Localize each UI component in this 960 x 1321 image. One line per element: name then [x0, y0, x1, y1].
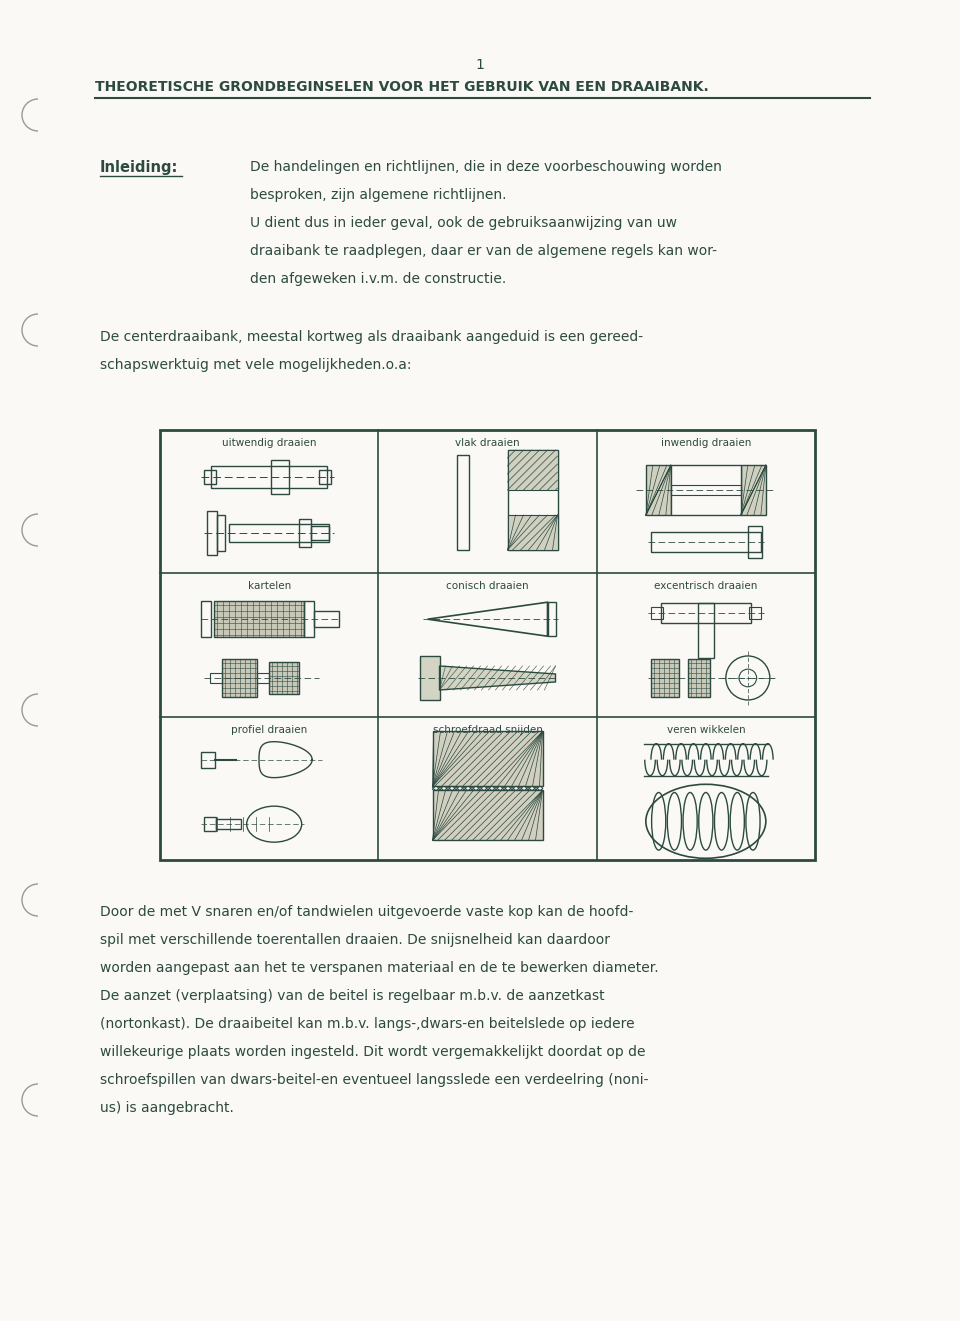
Text: 1: 1	[475, 58, 485, 73]
Polygon shape	[440, 666, 556, 690]
Bar	[216, 819, 241, 830]
Bar	[257, 672, 269, 683]
Text: De aanzet (verplaatsing) van de beitel is regelbaar m.b.v. de aanzetkast: De aanzet (verplaatsing) van de beitel i…	[100, 989, 605, 1003]
Text: Door de met V snaren en/of tandwielen uitgevoerde vaste kop kan de hoofd-: Door de met V snaren en/of tandwielen ui…	[100, 905, 634, 919]
Bar	[698, 604, 714, 658]
Text: De handelingen en richtlijnen, die in deze voorbeschouwing worden: De handelingen en richtlijnen, die in de…	[250, 160, 722, 174]
Bar	[748, 526, 762, 557]
Bar	[660, 604, 751, 624]
Bar	[433, 790, 542, 840]
Bar	[651, 659, 679, 697]
Text: willekeurige plaats worden ingesteld. Dit wordt vergemakkelijkt doordat op de: willekeurige plaats worden ingesteld. Di…	[100, 1045, 645, 1059]
Bar	[300, 519, 311, 547]
Text: inwendig draaien: inwendig draaien	[660, 439, 751, 448]
Text: profiel draaien: profiel draaien	[231, 725, 307, 734]
Bar	[671, 465, 741, 515]
Bar	[508, 450, 558, 550]
Bar	[314, 612, 339, 627]
Bar	[209, 672, 222, 683]
Text: schroefdraad snijden: schroefdraad snijden	[433, 725, 542, 734]
Bar	[457, 454, 468, 550]
Text: veren wikkelen: veren wikkelen	[666, 725, 745, 734]
Bar	[651, 532, 761, 552]
Bar	[671, 485, 741, 495]
Text: vlak draaien: vlak draaien	[455, 439, 519, 448]
Text: kartelen: kartelen	[248, 581, 291, 592]
Bar	[508, 515, 558, 550]
Text: U dient dus in ieder geval, ook de gebruiksaanwijzing van uw: U dient dus in ieder geval, ook de gebru…	[250, 217, 677, 230]
Text: besproken, zijn algemene richtlijnen.: besproken, zijn algemene richtlijnen.	[250, 188, 507, 202]
Polygon shape	[427, 602, 547, 637]
Text: De centerdraaibank, meestal kortweg als draaibank aangeduid is een gereed-: De centerdraaibank, meestal kortweg als …	[100, 330, 643, 343]
Bar	[319, 470, 331, 485]
Bar	[433, 732, 542, 786]
Bar	[160, 431, 815, 860]
Text: (nortonkast). De draaibeitel kan m.b.v. langs-,dwars-en beitelslede op iedere: (nortonkast). De draaibeitel kan m.b.v. …	[100, 1017, 635, 1030]
Bar	[420, 657, 440, 700]
Text: excentrisch draaien: excentrisch draaien	[654, 581, 757, 592]
Bar	[202, 752, 215, 768]
Bar	[646, 465, 671, 515]
Text: uitwendig draaien: uitwendig draaien	[222, 439, 317, 448]
Text: spil met verschillende toerentallen draaien. De snijsnelheid kan daardoor: spil met verschillende toerentallen draa…	[100, 933, 610, 947]
Bar	[651, 608, 662, 620]
Bar	[204, 470, 216, 485]
Bar	[749, 608, 761, 620]
Bar	[214, 601, 304, 637]
Bar	[222, 659, 256, 697]
Bar	[271, 460, 289, 494]
Text: Inleiding:: Inleiding:	[100, 160, 179, 174]
Text: THEORETISCHE GRONDBEGINSELEN VOOR HET GEBRUIK VAN EEN DRAAIBANK.: THEORETISCHE GRONDBEGINSELEN VOOR HET GE…	[95, 81, 708, 94]
Bar	[217, 515, 226, 551]
Text: den afgeweken i.v.m. de constructie.: den afgeweken i.v.m. de constructie.	[250, 272, 506, 287]
Bar	[508, 450, 558, 490]
Bar	[229, 524, 329, 542]
Bar	[207, 511, 217, 555]
Bar	[304, 601, 314, 637]
Bar	[547, 602, 556, 637]
Bar	[741, 465, 766, 515]
Bar	[311, 526, 329, 540]
Text: worden aangepast aan het te verspanen materiaal en de te bewerken diameter.: worden aangepast aan het te verspanen ma…	[100, 960, 659, 975]
Text: schapswerktuig met vele mogelijkheden.o.a:: schapswerktuig met vele mogelijkheden.o.…	[100, 358, 412, 373]
Bar	[269, 662, 300, 694]
Bar	[202, 601, 211, 637]
Text: schroefspillen van dwars-beitel-en eventueel langsslede een verdeelring (noni-: schroefspillen van dwars-beitel-en event…	[100, 1073, 649, 1087]
Bar	[687, 659, 709, 697]
Text: conisch draaien: conisch draaien	[446, 581, 529, 592]
Bar	[204, 818, 216, 831]
Bar	[211, 466, 327, 489]
Text: draaibank te raadplegen, daar er van de algemene regels kan wor-: draaibank te raadplegen, daar er van de …	[250, 244, 717, 258]
Text: us) is aangebracht.: us) is aangebracht.	[100, 1100, 234, 1115]
